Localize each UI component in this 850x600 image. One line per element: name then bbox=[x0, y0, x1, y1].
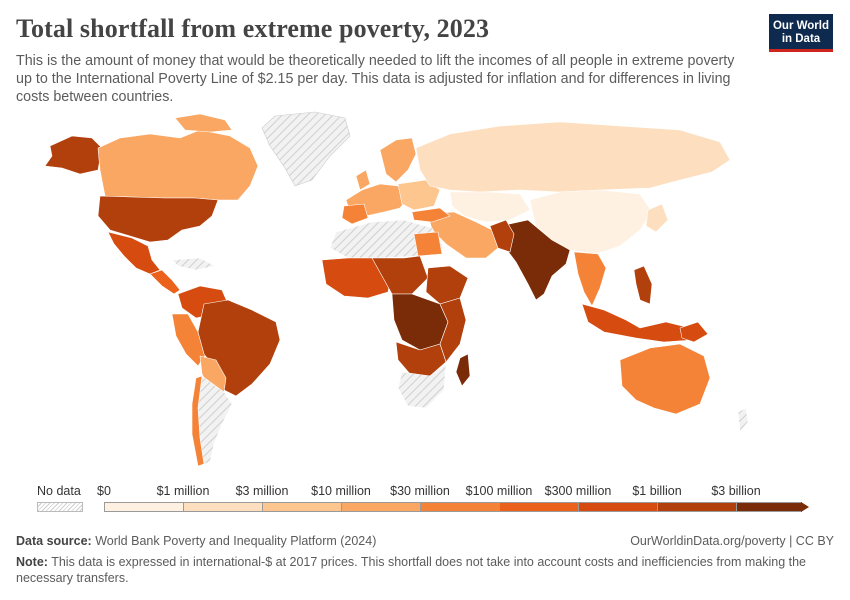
logo-line-1: Our World bbox=[772, 20, 829, 32]
note-text: This data is expressed in international-… bbox=[16, 555, 807, 585]
region-sahel bbox=[371, 255, 429, 295]
data-source: Data source: World Bank Poverty and Ineq… bbox=[16, 533, 376, 549]
attribution: OurWorldinData.org/poverty | CC BY bbox=[630, 533, 834, 549]
legend-bin-5 bbox=[499, 502, 579, 512]
region-madagascar bbox=[455, 353, 471, 387]
data-source-text: World Bank Poverty and Inequality Platfo… bbox=[95, 534, 377, 548]
region-uk bbox=[355, 169, 371, 191]
owid-logo[interactable]: Our World in Data bbox=[769, 14, 833, 52]
map-legend: No data $0 $1 million $3 million $10 mil… bbox=[0, 480, 850, 520]
region-central-america bbox=[149, 269, 181, 295]
region-korea-japan bbox=[645, 203, 669, 233]
legend-label-6: $300 million bbox=[544, 484, 612, 498]
owid-poverty-link[interactable]: OurWorldinData.org/poverty bbox=[630, 534, 786, 548]
region-canada bbox=[97, 129, 259, 201]
region-united-states bbox=[97, 195, 219, 243]
region-caribbean bbox=[171, 257, 216, 271]
region-east-africa bbox=[439, 297, 467, 363]
region-chile bbox=[191, 375, 205, 467]
region-turkey bbox=[411, 207, 451, 223]
legend-bin-8 bbox=[736, 502, 802, 512]
region-horn-of-africa bbox=[425, 265, 469, 305]
legend-label-7: $1 billion bbox=[632, 484, 682, 498]
legend-label-4: $30 million bbox=[390, 484, 450, 498]
region-australia bbox=[619, 343, 711, 415]
region-scandinavia bbox=[379, 137, 417, 183]
legend-label-0: $0 bbox=[97, 484, 111, 498]
region-central-asia bbox=[449, 191, 531, 223]
legend-label-1: $1 million bbox=[156, 484, 210, 498]
region-india bbox=[499, 219, 571, 301]
region-southern-africa bbox=[397, 363, 447, 409]
legend-color-scale bbox=[104, 502, 809, 512]
region-southeast-asia bbox=[573, 251, 607, 307]
logo-line-2: in Data bbox=[781, 33, 821, 45]
region-papua-new-guinea bbox=[679, 321, 709, 343]
legend-bin-4 bbox=[420, 502, 500, 512]
region-philippines bbox=[633, 265, 653, 305]
footnote: Note: This data is expressed in internat… bbox=[16, 554, 834, 586]
legend-bin-1 bbox=[183, 502, 263, 512]
legend-label-2: $3 million bbox=[235, 484, 289, 498]
region-angola-zambia bbox=[395, 341, 447, 377]
chart-title: Total shortfall from extreme poverty, 20… bbox=[16, 14, 490, 43]
region-iberia bbox=[341, 203, 369, 225]
chart-subtitle: This is the amount of money that would b… bbox=[16, 53, 735, 105]
legend-no-data-label: No data bbox=[37, 484, 81, 498]
legend-bin-3 bbox=[341, 502, 421, 512]
legend-label-3: $10 million bbox=[311, 484, 371, 498]
legend-label-8: $3 billion bbox=[711, 484, 761, 498]
region-west-africa bbox=[321, 257, 393, 299]
region-greenland bbox=[261, 111, 351, 187]
legend-arrow-icon bbox=[801, 502, 809, 512]
legend-no-data-swatch bbox=[37, 502, 83, 512]
region-russia bbox=[415, 121, 731, 193]
region-alaska bbox=[44, 135, 103, 175]
footer: Data source: World Bank Poverty and Ineq… bbox=[16, 533, 834, 586]
legend-bin-7 bbox=[657, 502, 737, 512]
license-text: | CC BY bbox=[789, 534, 834, 548]
region-egypt bbox=[413, 231, 443, 257]
legend-bin-2 bbox=[262, 502, 342, 512]
region-canada-islands bbox=[174, 113, 233, 133]
data-source-label: Data source: bbox=[16, 534, 92, 548]
region-indonesia bbox=[581, 303, 693, 343]
region-new-zealand bbox=[737, 407, 749, 433]
note-label: Note: bbox=[16, 555, 48, 569]
region-pakistan-afghanistan bbox=[489, 219, 515, 253]
region-mexico bbox=[107, 231, 161, 275]
legend-bin-6 bbox=[578, 502, 658, 512]
legend-label-5: $100 million bbox=[465, 484, 533, 498]
legend-bin-0 bbox=[104, 502, 184, 512]
world-map bbox=[44, 111, 749, 467]
